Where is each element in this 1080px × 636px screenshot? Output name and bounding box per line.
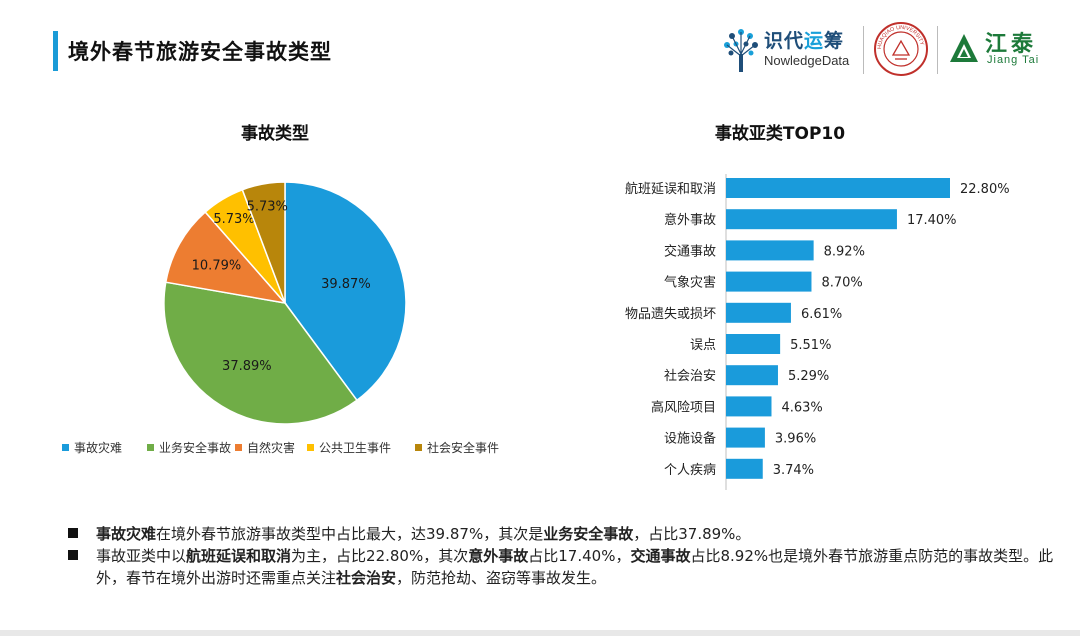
note-emphasis: 航班延误和取消: [186, 547, 292, 565]
bar: [726, 334, 781, 354]
bar-chart-title: 事故亚类TOP10: [714, 124, 846, 144]
note-text: 占比8.92%也是境外春节旅游重点防范的事故类型。此外，春节在境外出游时还需重点…: [96, 547, 1054, 587]
bar-chart: 航班延误和取消 22.80% 意外事故 17.40% 交通事故 8.92% 气象灾害 8.70…: [625, 174, 1010, 490]
pie-data-label: 37.89%: [222, 359, 272, 374]
bar-value-label: 8.92%: [824, 244, 865, 259]
legend-item: 社会安全事件: [415, 439, 499, 456]
bar-category-label: 高风险项目: [651, 399, 716, 415]
legend-item: 自然灾害: [235, 439, 295, 456]
bar: [726, 396, 772, 417]
legend-swatch: [415, 444, 422, 451]
note-emphasis: 社会治安: [336, 569, 397, 587]
bar: [726, 427, 765, 448]
pie-slice: [164, 210, 287, 305]
bar: [726, 240, 814, 261]
notes-section: 事故灾难在境外春节旅游事故类型中占比最大，达39.87%，其次是业务安全事故，占…: [68, 523, 1058, 589]
bar-value-label: 5.29%: [788, 369, 829, 384]
bar-value-label: 5.51%: [790, 338, 831, 353]
logo-divider: [937, 26, 938, 74]
legend-label: 业务安全事故: [159, 441, 232, 455]
legend-label: 自然灾害: [247, 441, 296, 455]
knowledgedata-logo: 识代运筹 NowledgeData: [723, 24, 858, 74]
pie-chart: 39.87% 37.89% 10.79% 5.73%5.73%: [163, 181, 407, 425]
legend-label: 事故灾难: [74, 441, 123, 455]
logo-divider: [863, 26, 864, 74]
bar-value-label: 22.80%: [960, 182, 1010, 197]
jiangtai-mark-icon: [950, 34, 978, 62]
bar-category-label: 航班延误和取消: [625, 181, 716, 197]
pie-data-label: 5.73%: [213, 212, 254, 227]
bar-value-label: 3.96%: [775, 432, 816, 447]
bullet-icon: [68, 550, 78, 560]
pie-slice: [163, 281, 358, 425]
legend-swatch: [307, 444, 314, 451]
legend-label: 公共卫生事件: [319, 441, 392, 455]
bar-value-label: 4.63%: [781, 400, 822, 415]
bottom-strip: [0, 630, 1080, 636]
university-seal-icon: HUAQIAO UNIVERSITY: [874, 22, 928, 76]
bar-category-label: 意外事故: [664, 212, 716, 228]
bar-category-label: 物品遗失或损坏: [625, 307, 716, 322]
knowledgedata-cn-name: 识代运筹: [764, 30, 845, 52]
note-text: ，防范抢劫、盗窃等事故发生。: [396, 569, 607, 587]
bar-category-label: 误点: [690, 338, 716, 353]
note-paragraph: 事故亚类中以航班延误和取消为主，占比22.80%，其次意外事故占比17.40%，…: [68, 545, 1058, 589]
bar-category-label: 气象灾害: [664, 275, 716, 291]
pie-data-label: 5.73%: [247, 199, 288, 214]
bar-value-label: 3.74%: [773, 463, 814, 478]
note-paragraph: 事故灾难在境外春节旅游事故类型中占比最大，达39.87%，其次是业务安全事故，占…: [68, 523, 1058, 545]
jiangtai-cn-name: 江泰: [985, 32, 1038, 57]
pie-data-label: 10.79%: [192, 258, 242, 273]
bar: [726, 271, 812, 292]
title-accent-bar: [53, 31, 58, 71]
bar: [726, 458, 763, 479]
bullet-icon: [68, 528, 78, 538]
tree-icon: [724, 29, 758, 72]
legend-swatch: [235, 444, 242, 451]
page-title: 境外春节旅游安全事故类型: [68, 40, 332, 64]
legend-item: 事故灾难: [62, 439, 122, 456]
bar: [726, 209, 897, 230]
bar: [726, 302, 791, 323]
note-text: 在境外春节旅游事故类型中占比最大，达39.87%，其次是: [156, 525, 544, 543]
note-emphasis: 事故灾难: [96, 525, 157, 543]
bar-category-label: 设施设备: [664, 431, 716, 447]
note-text: 事故亚类中以: [96, 547, 187, 565]
note-emphasis: 交通事故: [630, 547, 691, 565]
legend-swatch: [62, 444, 69, 451]
bar-value-label: 6.61%: [801, 307, 842, 322]
legend-item: 公共卫生事件: [307, 439, 391, 456]
bar-value-label: 17.40%: [907, 213, 957, 228]
logo-area: 识代运筹 NowledgeData HUAQIAO UNIVERSITY 江泰 …: [723, 18, 1068, 78]
legend-label: 社会安全事件: [427, 441, 500, 455]
bar: [726, 365, 778, 386]
note-text: 占比17.40%，: [528, 547, 631, 565]
pie-data-label: 39.87%: [321, 277, 371, 292]
bar-category-label: 交通事故: [664, 243, 716, 259]
note-text: ，占比37.89%。: [633, 525, 751, 543]
legend-swatch: [147, 444, 154, 451]
note-text: 为主，占比22.80%，其次: [291, 547, 469, 565]
note-emphasis: 业务安全事故: [543, 525, 634, 543]
jiangtai-en-name: Jiang Tai: [987, 54, 1040, 66]
pie-slice: [241, 181, 286, 304]
bar-value-label: 8.70%: [821, 276, 862, 291]
bar-category-label: 个人疾病: [664, 463, 716, 478]
pie-chart-title: 事故类型: [241, 124, 309, 144]
legend-item: 业务安全事故: [147, 439, 231, 456]
pie-slice: [284, 181, 407, 402]
knowledgedata-en-name: NowledgeData: [764, 53, 850, 68]
pie-legend: 事故灾难 业务安全事故 自然灾害 公共卫生事件 社会安全事件: [62, 439, 522, 457]
note-emphasis: 意外事故: [468, 547, 529, 565]
bar-category-label: 社会治安: [664, 368, 716, 384]
bar: [726, 178, 950, 198]
